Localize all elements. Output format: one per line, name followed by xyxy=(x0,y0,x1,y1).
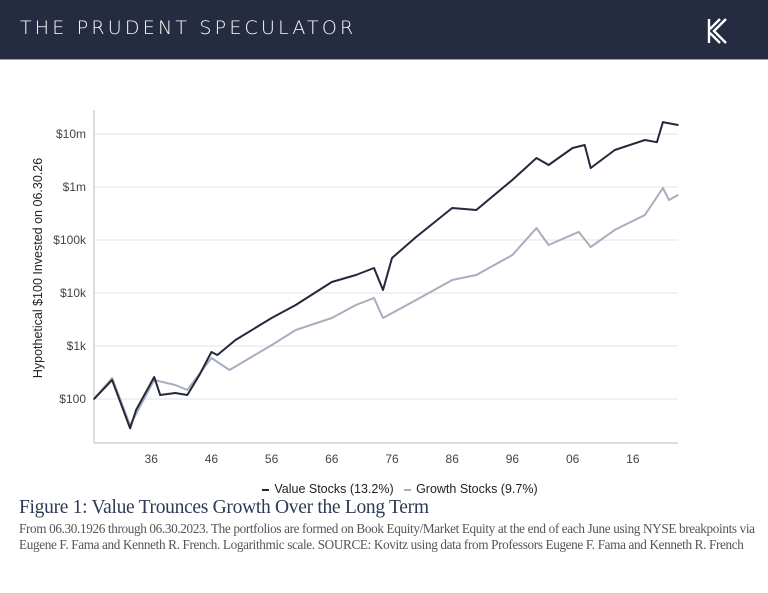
data-point-value xyxy=(159,394,162,396)
legend-swatch-value xyxy=(262,488,270,491)
x-tick-label: 46 xyxy=(205,452,219,466)
figure-title: Figure 1: Value Trounces Growth Over the… xyxy=(19,497,429,518)
data-point-value xyxy=(331,281,333,283)
data-point-value xyxy=(391,257,393,259)
data-point-value xyxy=(451,207,454,209)
y-tick-label: $10k xyxy=(60,286,87,300)
data-point-growth xyxy=(662,187,664,189)
data-point-growth xyxy=(270,344,273,346)
data-point-value xyxy=(583,144,586,146)
data-point-value xyxy=(216,354,219,356)
x-tick-label: 56 xyxy=(265,452,279,466)
x-tick-label: 06 xyxy=(566,452,580,466)
data-point-value xyxy=(571,147,574,149)
data-point-value xyxy=(535,157,538,159)
data-point-value xyxy=(613,149,616,151)
data-point-growth xyxy=(547,244,550,246)
legend-item-value: Value Stocks (13.2%) xyxy=(262,482,394,496)
data-point-growth xyxy=(373,297,375,299)
brand-title: THE PRUDENT SPECULATOR xyxy=(20,17,357,39)
data-point-value xyxy=(294,304,297,306)
data-point-growth xyxy=(174,384,177,386)
x-tick-label: 76 xyxy=(385,452,399,466)
y-tick-label: $10m xyxy=(56,127,86,141)
data-point-value xyxy=(210,351,213,353)
data-point-growth xyxy=(210,357,213,359)
data-point-growth xyxy=(577,231,580,233)
data-point-growth xyxy=(186,389,189,391)
data-point-value xyxy=(186,394,189,396)
y-tick-label: $1k xyxy=(67,339,87,353)
data-point-value xyxy=(415,236,417,238)
data-point-value xyxy=(93,398,95,400)
data-point-growth xyxy=(451,279,454,281)
data-point-growth xyxy=(355,304,357,306)
data-point-growth xyxy=(111,377,113,379)
data-point-value xyxy=(198,374,201,376)
data-point-growth xyxy=(228,369,231,371)
x-tick-label: 66 xyxy=(325,452,339,466)
line-chart: $100 $1k $10k $100k $1m $10m 36 46 56 66 76 86 96 06 1… xyxy=(53,110,679,466)
data-point-growth xyxy=(644,214,646,216)
data-point-value xyxy=(234,339,237,341)
data-point-growth xyxy=(613,229,616,231)
data-point-value xyxy=(644,139,646,141)
y-tick-label: $1m xyxy=(63,180,86,194)
data-point-value xyxy=(662,121,664,123)
y-tick-label: $100k xyxy=(53,233,87,247)
data-point-value xyxy=(547,164,550,166)
data-point-growth xyxy=(382,317,384,319)
data-point-value xyxy=(135,409,137,411)
data-point-value xyxy=(475,209,478,211)
header-bar: THE PRUDENT SPECULATOR xyxy=(0,0,768,60)
data-point-growth xyxy=(589,246,592,248)
data-point-growth xyxy=(668,199,670,201)
data-point-growth xyxy=(677,194,679,196)
data-point-value xyxy=(656,141,658,144)
data-point-value xyxy=(677,124,679,126)
data-point-value xyxy=(153,376,156,378)
data-point-growth xyxy=(535,227,538,229)
figure-caption: From 06.30.1926 through 06.30.2023. The … xyxy=(19,521,755,553)
data-point-value xyxy=(589,167,592,169)
data-point-value xyxy=(373,267,375,269)
legend-swatch-growth xyxy=(404,488,412,491)
data-point-value xyxy=(270,317,273,319)
x-tick-label: 96 xyxy=(506,452,520,466)
legend: Value Stocks (13.2%) Growth Stocks (9.7%… xyxy=(0,482,768,496)
data-point-growth xyxy=(511,254,514,256)
y-axis-label: Hypothetical $100 Invested on 06.30.26 xyxy=(31,157,45,379)
data-point-growth xyxy=(475,274,478,276)
data-point-value xyxy=(174,392,177,394)
data-point-value xyxy=(355,274,357,276)
data-point-growth xyxy=(294,329,297,331)
y-tick-label: $100 xyxy=(59,392,86,406)
data-point-value xyxy=(111,379,113,381)
legend-item-growth: Growth Stocks (9.7%) xyxy=(404,482,538,496)
data-point-growth xyxy=(415,299,417,301)
data-point-value xyxy=(511,179,514,181)
x-tick-label: 16 xyxy=(626,452,640,466)
kovitz-logo-icon xyxy=(707,18,727,44)
x-tick-label: 36 xyxy=(145,452,159,466)
x-tick-label: 86 xyxy=(446,452,460,466)
data-point-value xyxy=(382,289,384,291)
data-point-growth xyxy=(331,317,333,319)
series-line-growth xyxy=(93,187,679,427)
data-point-value xyxy=(129,427,131,430)
